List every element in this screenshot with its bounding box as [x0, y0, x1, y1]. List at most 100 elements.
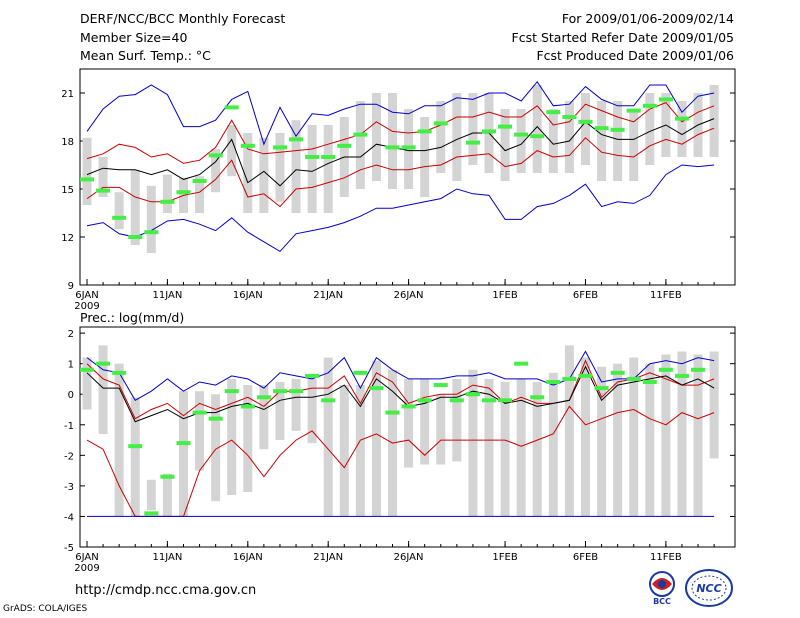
prec-observed-marker: [224, 389, 239, 394]
prec-range-bar: [500, 382, 510, 517]
prec-range-bar: [597, 366, 607, 517]
temp-range-bar: [613, 101, 623, 181]
prec-range-bar: [452, 378, 462, 462]
prec-range-bar: [580, 357, 590, 517]
temp-range-bar: [114, 192, 124, 229]
prec-xtick-label: 21JAN: [313, 552, 343, 563]
prec-range-bar: [371, 360, 381, 517]
temp-range-bar: [355, 101, 365, 189]
temp-range-bar: [195, 176, 205, 213]
prec-range-bar: [355, 385, 365, 517]
temp-observed-marker: [530, 134, 545, 139]
prec-ytick-label: -5: [64, 543, 74, 554]
temp-observed-marker: [208, 153, 223, 158]
temp-ytick-label: 21: [61, 89, 74, 100]
prec-observed-marker: [658, 367, 673, 372]
temp-range-bar: [211, 149, 221, 193]
temp-observed-marker: [80, 177, 94, 182]
prec-observed-marker: [353, 370, 368, 375]
prec-observed-marker: [562, 376, 577, 381]
temp-range-bar: [291, 120, 301, 213]
temp-xtick-label: 11FEB: [650, 290, 682, 301]
temp-range-bar: [130, 169, 140, 245]
prec-range-bar: [468, 369, 478, 517]
prec-ytick-label: 1: [68, 360, 74, 371]
temp-range-bar: [468, 93, 478, 165]
temp-range-bar: [677, 101, 687, 157]
variable-label: Mean Surf. Temp.: °C: [80, 48, 211, 63]
prec-ytick-label: -3: [64, 482, 74, 493]
source-url[interactable]: http://cmdp.ncc.cma.gov.cn: [75, 583, 257, 598]
prec-observed-marker: [642, 380, 657, 384]
temp-range-bar: [307, 125, 317, 213]
temp-observed-marker: [96, 188, 111, 193]
temp-xtick-label: 16JAN: [233, 290, 263, 301]
temp-range-bar: [580, 93, 590, 165]
temp-observed-marker: [224, 105, 239, 110]
prec-observed-marker: [385, 410, 400, 415]
temp-observed-marker: [610, 127, 625, 132]
temp-series-min: [86, 164, 715, 253]
temp-xtick-label: 6JAN: [75, 290, 98, 301]
prec-observed-marker: [240, 404, 255, 409]
prec-range-bar: [645, 363, 655, 517]
prec-series-mean: [86, 365, 715, 423]
temp-range-bar: [420, 117, 430, 197]
temp-series-upper: [86, 102, 715, 164]
prec-range-bar: [275, 382, 285, 441]
prec-observed-marker: [465, 392, 480, 397]
temp-observed-marker: [498, 124, 513, 129]
prec-xtick-label: 6FEB: [573, 552, 598, 563]
temp-range-bar: [645, 93, 655, 165]
temp-observed-marker: [385, 145, 400, 150]
prec-observed-marker: [272, 389, 287, 394]
temp-observed-marker: [594, 126, 609, 131]
prec-observed-marker: [321, 398, 336, 403]
prec-year-label: 2009: [74, 563, 99, 574]
prec-range-bar: [243, 385, 253, 492]
prec-observed-marker: [578, 373, 593, 378]
prec-xtick-label: 16JAN: [233, 552, 263, 563]
prec-observed-marker: [546, 380, 561, 384]
temp-observed-marker: [562, 115, 577, 119]
forecast-period: For 2009/01/06-2009/02/14: [561, 11, 734, 26]
temp-range-bar: [243, 133, 253, 213]
temp-observed-marker: [112, 215, 127, 220]
prec-range-bar: [162, 473, 172, 517]
prec-range-bar: [613, 363, 623, 517]
prec-observed-marker: [176, 441, 191, 446]
started-refer-date: Fcst Started Refer Date 2009/01/05: [511, 30, 735, 45]
prec-range-bar: [516, 378, 526, 517]
member-size: Member Size=40: [80, 30, 188, 45]
temp-range-bar: [98, 157, 108, 197]
temp-series-max: [86, 80, 715, 146]
temp-observed-marker: [674, 116, 689, 121]
prec-observed-marker: [530, 395, 545, 400]
temp-range-bar: [275, 133, 285, 202]
prec-xtick-label: 1FEB: [492, 552, 517, 563]
prec-range-bar: [693, 354, 703, 517]
temp-plot-frame: [79, 68, 736, 286]
bcc-logo-text: BCC: [653, 597, 671, 606]
prec-observed-marker: [128, 444, 143, 449]
temp-observed-marker: [482, 129, 496, 134]
prec-observed-marker: [369, 386, 384, 391]
bcc-logo: BCC: [649, 571, 675, 606]
temp-observed-marker: [642, 103, 657, 108]
prec-observed-marker: [208, 416, 223, 421]
temp-range-bar: [532, 85, 542, 173]
ncc-logo: NCC: [685, 569, 733, 607]
prec-observed-marker: [610, 370, 625, 375]
temp-observed-marker: [514, 132, 529, 137]
prec-ytick-label: -2: [64, 451, 74, 462]
temp-observed-marker: [417, 129, 432, 134]
temp-observed-marker: [401, 145, 416, 150]
prec-observed-marker: [594, 386, 609, 391]
temp-range-bar: [227, 125, 237, 177]
temp-range-bar: [146, 185, 156, 253]
temp-xtick-label: 11JAN: [152, 290, 182, 301]
prec-plot-frame: [79, 326, 736, 548]
prec-range-bar: [484, 378, 494, 517]
prec-range-bar: [339, 385, 349, 517]
